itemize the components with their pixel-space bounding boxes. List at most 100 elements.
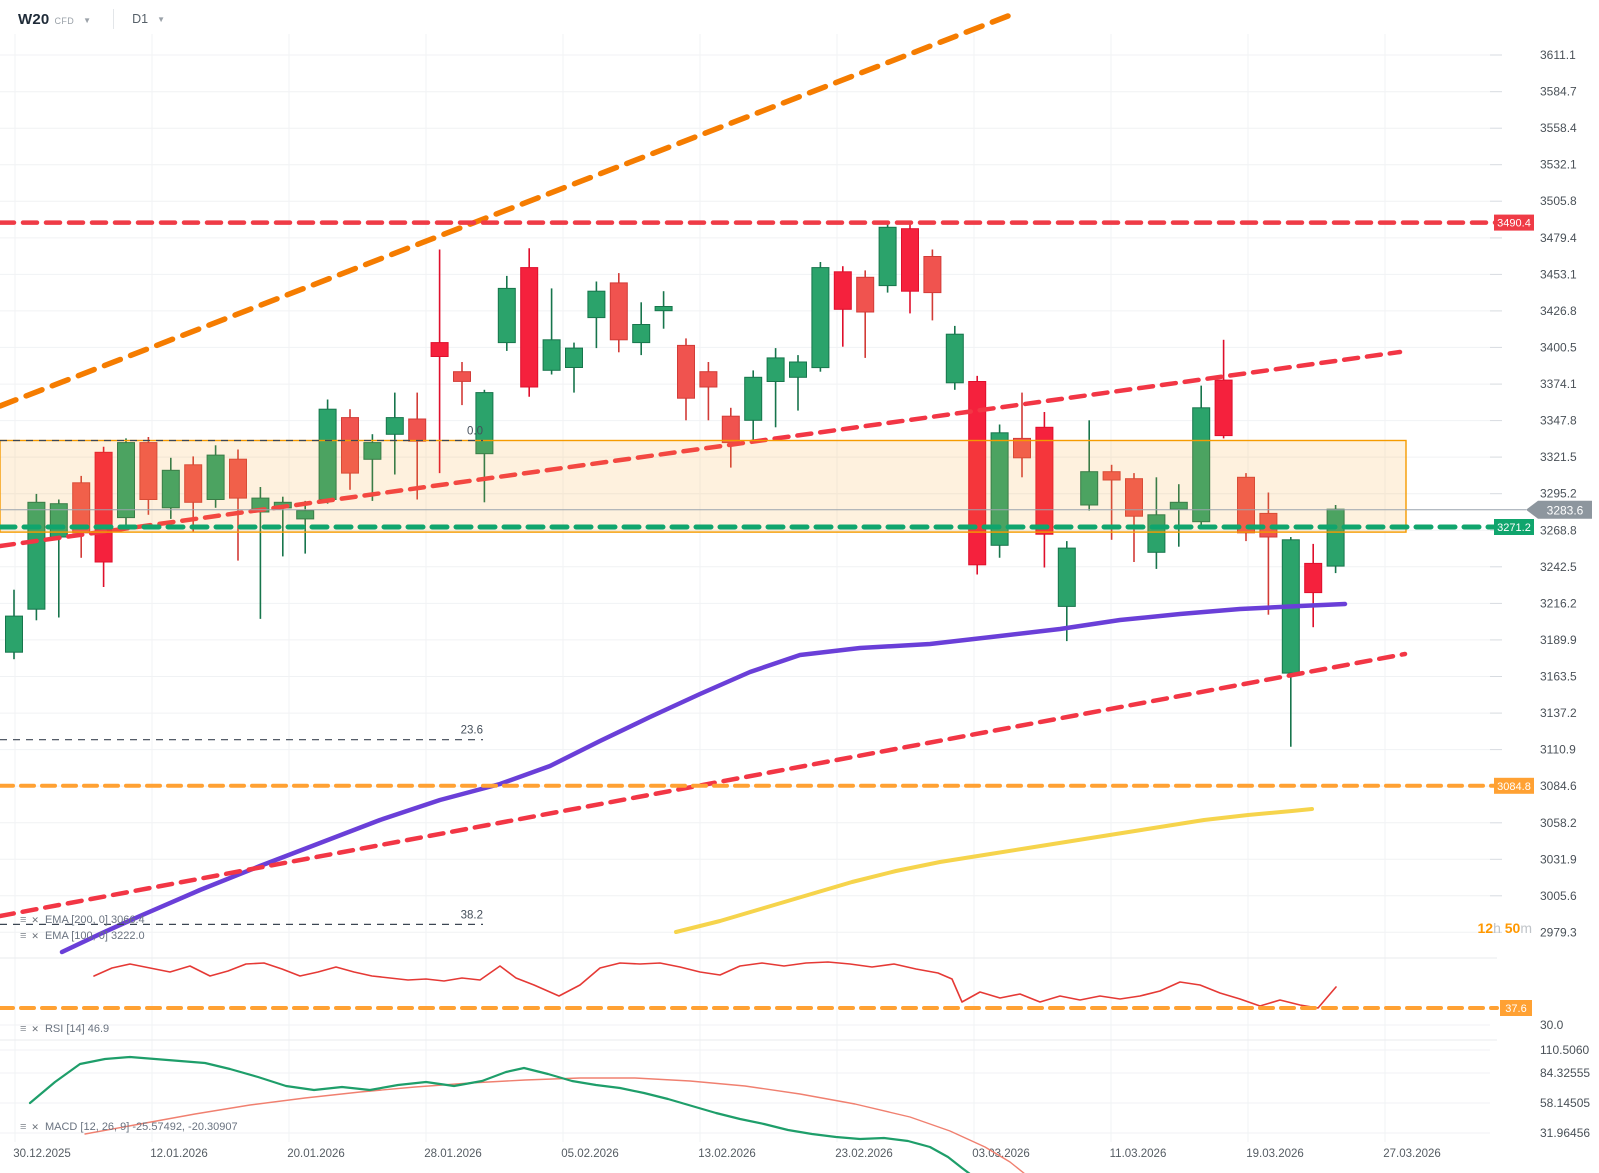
candle (139, 437, 158, 515)
indicator-legend-macd: ≡ ✕ MACD [12, 26, 9] -25.57492, -20.3090… (20, 1121, 238, 1133)
price-zone[interactable] (0, 439, 1407, 533)
candle (453, 362, 471, 406)
svg-text:3490.4: 3490.4 (1497, 218, 1531, 230)
indicator-settings-icon[interactable]: ≡ (20, 1121, 27, 1133)
price-axis-label: 3558.4 (1540, 121, 1577, 135)
time-axis-label: 28.01.2026 (424, 1148, 482, 1160)
symbol-label: W20 (18, 10, 50, 28)
candle (945, 325, 964, 390)
time-axis-label: 13.02.2026 (698, 1148, 756, 1160)
time-axis-label: 30.12.2025 (13, 1148, 71, 1160)
candle (744, 370, 763, 440)
rsi-label: RSI [14] 46.9 (44, 1023, 110, 1035)
price-axis-label: 3242.5 (1540, 560, 1577, 574)
candle (654, 291, 673, 329)
countdown-minutes-unit: m (1520, 920, 1532, 936)
candle (1281, 537, 1300, 747)
candle (1304, 543, 1323, 628)
candle (587, 281, 606, 349)
candle (721, 407, 740, 468)
trendline-upper-red-channel[interactable] (0, 349, 1403, 549)
price-axis-label: 3374.1 (1540, 377, 1577, 391)
candle (1192, 385, 1211, 525)
macd-signal-line (84, 1077, 1025, 1173)
candle (206, 445, 225, 508)
ema200-label: EMA [200, 0] 3066.4 (44, 914, 145, 926)
price-axis-label: 3295.2 (1540, 487, 1577, 501)
candle (184, 456, 203, 532)
price-axis-label: 2979.3 (1540, 925, 1577, 939)
chevron-down-icon: ▼ (157, 15, 165, 24)
indicator-settings-icon[interactable]: ≡ (20, 1023, 27, 1035)
candle (363, 434, 382, 501)
candle (923, 249, 942, 321)
price-axis-label: 3005.6 (1540, 889, 1577, 903)
candle (789, 355, 807, 411)
candle (5, 589, 23, 660)
countdown-hours-unit: h (1493, 920, 1501, 936)
symbol-selector[interactable]: W20 CFD ▼ (14, 9, 95, 30)
chart-toolbar: W20 CFD ▼ D1 ▼ (14, 6, 169, 32)
candle (1214, 339, 1233, 439)
candle (1147, 477, 1166, 569)
indicator-close-icon[interactable]: ✕ (31, 930, 39, 941)
fib-level-label: 38.2 (461, 909, 483, 921)
price-axis-label: 3189.9 (1540, 633, 1577, 647)
candle (878, 221, 897, 293)
candle (990, 424, 1009, 558)
time-axis-label: 27.03.2026 (1383, 1148, 1441, 1160)
indicator-close-icon[interactable]: ✕ (31, 1023, 39, 1034)
price-axis-label: 3137.2 (1540, 706, 1577, 720)
time-axis-label: 12.01.2026 (150, 1148, 208, 1160)
macd-axis-label: 110.5060 (1540, 1043, 1589, 1057)
fib-level-label: 23.6 (461, 725, 483, 737)
time-axis-label: 23.02.2026 (835, 1148, 893, 1160)
candle (1259, 492, 1278, 615)
candle (497, 275, 516, 351)
svg-text:37.6: 37.6 (1505, 1003, 1526, 1015)
ema200-line (674, 807, 1314, 934)
indicator-settings-icon[interactable]: ≡ (20, 914, 27, 926)
price-axis-label: 3479.4 (1540, 231, 1577, 245)
ema100-label: EMA [100, 0] 3222.0 (44, 930, 145, 942)
candle (1013, 392, 1031, 478)
price-axis-label: 3216.2 (1540, 596, 1577, 610)
candle (430, 249, 449, 474)
ema100-line (59, 601, 1348, 955)
svg-text:3271.2: 3271.2 (1497, 522, 1531, 534)
chevron-down-icon: ▼ (83, 15, 92, 25)
candle (385, 392, 404, 475)
market-type-label: CFD (54, 15, 75, 26)
svg-text:3283.6: 3283.6 (1547, 503, 1584, 517)
macd-line (28, 1055, 971, 1173)
candle (161, 457, 180, 519)
macd-axis-label: 84.32555 (1540, 1066, 1590, 1080)
candle (341, 409, 359, 490)
candle (1326, 505, 1345, 574)
time-axis-label: 03.03.2026 (972, 1148, 1030, 1160)
price-level-chip-support: 3271.2 (1494, 519, 1534, 535)
price-axis-label: 3268.8 (1540, 523, 1577, 537)
timeframe-selector[interactable]: D1 ▼ (128, 10, 169, 28)
candle (677, 338, 695, 421)
indicator-close-icon[interactable]: ✕ (31, 914, 39, 925)
trendline-ascending-orange[interactable] (0, 13, 1011, 409)
candle (811, 262, 830, 372)
toolbar-divider (113, 9, 115, 29)
price-level-chip-rsi: 37.6 (1500, 1000, 1532, 1016)
indicator-settings-icon[interactable]: ≡ (20, 930, 27, 942)
time-axis-label: 19.03.2026 (1246, 1148, 1304, 1160)
candle (699, 362, 718, 421)
indicator-close-icon[interactable]: ✕ (31, 1121, 39, 1132)
price-level-chip-resistance: 3490.4 (1494, 214, 1534, 231)
candle (520, 248, 539, 397)
candle (542, 288, 561, 375)
price-level-chip-lower-support: 3084.8 (1494, 777, 1534, 794)
price-axis-label: 3163.5 (1540, 670, 1577, 684)
time-axis-label: 05.02.2026 (561, 1148, 619, 1160)
price-axis-label: 3321.5 (1540, 450, 1577, 464)
candle (1057, 541, 1076, 642)
candle (117, 438, 135, 526)
